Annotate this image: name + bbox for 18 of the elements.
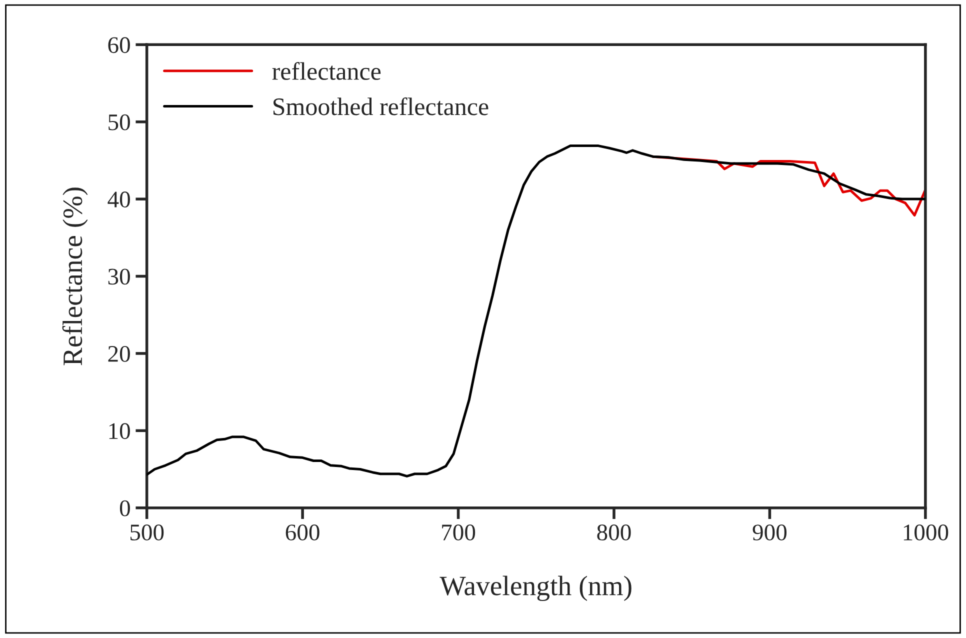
x-tick-label: 900 (752, 524, 787, 540)
x-tick-label: 1000 (904, 524, 948, 540)
x-tick-label: 600 (286, 524, 320, 540)
x-axis-title: Wavelength (nm) (440, 576, 632, 602)
y-tick-label: 10 (109, 423, 130, 440)
legend-label: Smoothed reflectance (274, 97, 488, 116)
y-tick-label: 40 (108, 192, 130, 208)
y-tick-label: 20 (108, 346, 130, 362)
x-tick-label: 800 (597, 524, 631, 540)
y-tick-label: 50 (108, 114, 130, 130)
x-tick-label: 700 (442, 524, 476, 540)
line-series (146, 144, 926, 478)
y-tick-label: 30 (108, 268, 130, 285)
y-axis-title: Reflectance (%) (62, 188, 88, 366)
y-tick-label: 0 (120, 500, 130, 516)
x-tick-label: 500 (130, 524, 164, 540)
y-tick-label: 60 (108, 37, 130, 54)
legend-label: reflectance (272, 62, 381, 80)
